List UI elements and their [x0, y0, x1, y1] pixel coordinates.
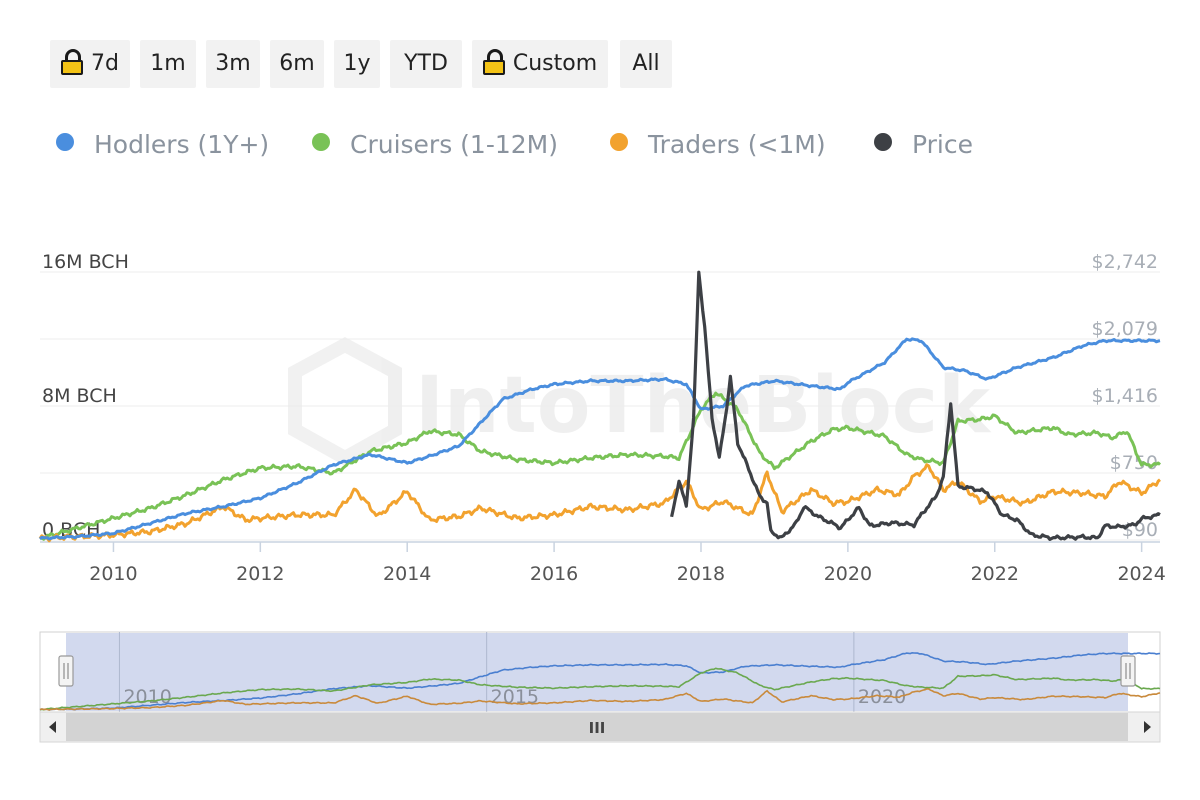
handle-body[interactable] [1120, 655, 1136, 687]
x-tick-label: 2016 [530, 563, 578, 585]
legend-marker [56, 133, 74, 151]
range-button-ytd[interactable]: YTD [390, 40, 462, 88]
scrollbar-grip: III [589, 719, 606, 737]
navigator-handle-right[interactable] [1120, 655, 1136, 687]
range-button-6m[interactable]: 6m [270, 40, 324, 88]
y-right-tick-label: $750 [1110, 452, 1158, 474]
range-button-all[interactable]: All [620, 40, 672, 88]
series-line-hodlers [39, 337, 1161, 541]
legend-item-3[interactable]: Price [874, 130, 973, 159]
watermark-logo-icon [288, 337, 402, 467]
range-button-label: 6m [279, 51, 315, 76]
range-button-label: 1y [343, 51, 371, 76]
range-button-1m[interactable]: 1m [140, 40, 196, 88]
x-tick-label: 2012 [236, 563, 284, 585]
navigator-handle-left[interactable] [58, 655, 74, 687]
range-button-label: 7d [91, 51, 119, 76]
scrollbar-thumb[interactable] [66, 713, 1128, 741]
range-button-custom[interactable]: Custom [472, 40, 608, 88]
range-button-1y[interactable]: 1y [334, 40, 380, 88]
legend-label: Cruisers (1-12M) [350, 130, 558, 159]
y-right-tick-label: $1,416 [1092, 385, 1158, 407]
legend-label: Hodlers (1Y+) [94, 130, 270, 159]
lock-icon [61, 49, 84, 75]
y-left-tick-label: 8M BCH [42, 385, 117, 407]
navigator-line [39, 667, 1161, 711]
series-line-price [670, 270, 1161, 541]
navigator-label: 2015 [491, 686, 539, 708]
legend-marker [312, 133, 330, 151]
range-button-label: Custom [512, 51, 598, 76]
y-right-tick-label: $2,742 [1092, 251, 1158, 273]
y-left-tick-label: 16M BCH [42, 251, 129, 273]
lock-icon [482, 49, 505, 75]
legend-marker [610, 133, 628, 151]
y-right-tick-label: $2,079 [1092, 318, 1158, 340]
range-button-label: 1m [150, 51, 186, 76]
legend-label: Traders (<1M) [648, 130, 826, 159]
legend-item-0[interactable]: Hodlers (1Y+) [56, 130, 269, 159]
navigator-line [39, 688, 1161, 711]
x-tick-label: 2018 [677, 563, 725, 585]
series-line-traders [38, 463, 1161, 543]
x-tick-label: 2022 [971, 563, 1019, 585]
navigator-selection[interactable] [66, 633, 1128, 711]
legend-item-1[interactable]: Cruisers (1-12M) [312, 130, 558, 159]
x-tick-label: 2014 [383, 563, 431, 585]
range-button-label: All [632, 51, 660, 76]
x-tick-label: 2024 [1117, 563, 1165, 585]
x-tick-label: 2020 [824, 563, 872, 585]
series-line-cruisers [39, 391, 1161, 541]
range-button-7d[interactable]: 7d [50, 40, 130, 88]
range-button-label: 3m [215, 51, 251, 76]
range-button-3m[interactable]: 3m [206, 40, 260, 88]
range-button-label: YTD [404, 51, 448, 76]
legend-item-2[interactable]: Traders (<1M) [610, 130, 826, 159]
handle-body[interactable] [58, 655, 74, 687]
scroll-right-arrow-icon[interactable] [1144, 721, 1151, 733]
x-tick-label: 2010 [89, 563, 137, 585]
scroll-left-arrow-icon[interactable] [49, 721, 56, 733]
legend-marker [874, 133, 892, 151]
legend-label: Price [912, 130, 973, 159]
